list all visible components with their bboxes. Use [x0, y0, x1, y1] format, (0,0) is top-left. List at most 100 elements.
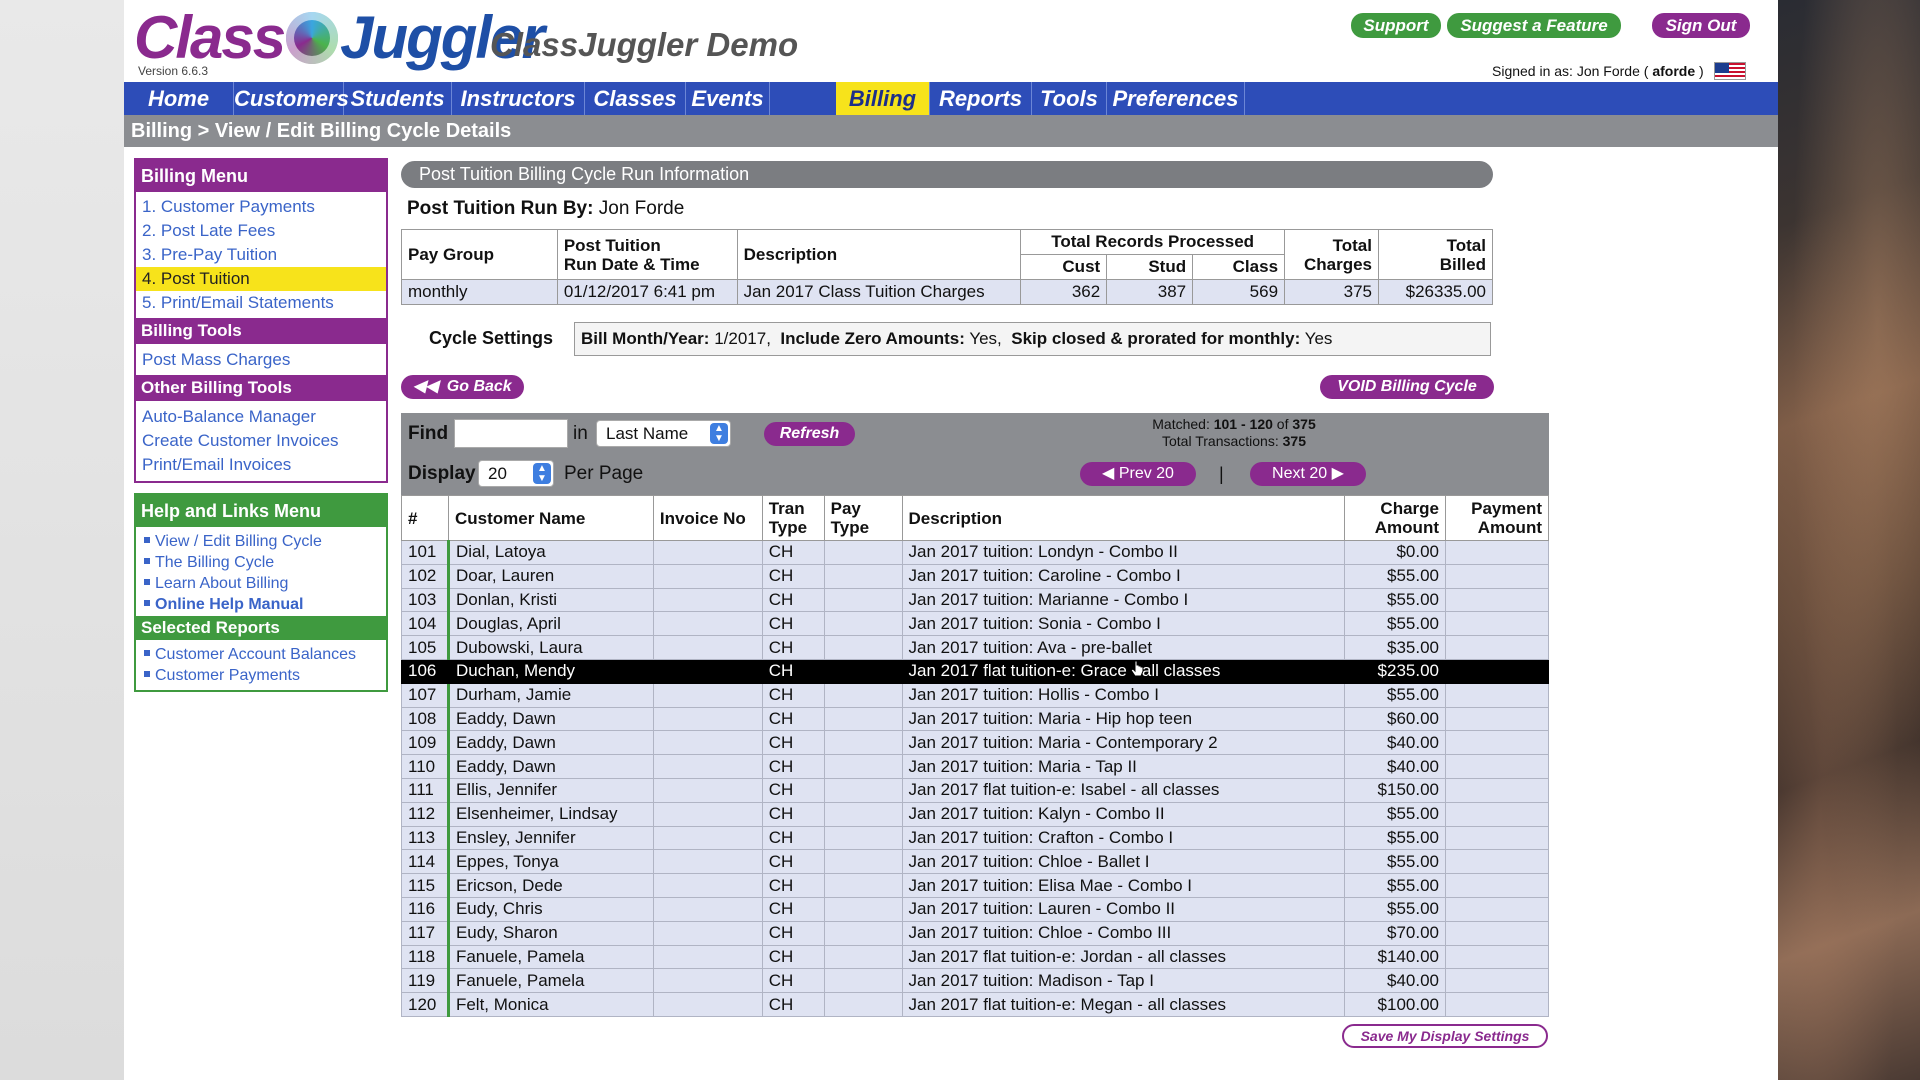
cell-customer-name: Eaddy, Dawn — [446, 730, 654, 756]
table-row[interactable]: 120 Felt, Monica CH Jan 2017 flat tuition-e… — [401, 992, 1549, 1017]
table-row[interactable]: 106 Duchan, Mendy CH Jan 2017 flat tuition-… — [401, 658, 1549, 684]
breadcrumb: Billing > View / Edit Billing Cycle Deta… — [131, 120, 512, 142]
report-link-customer-account-balances[interactable]: Customer Account Balances — [136, 644, 386, 665]
go-back-button[interactable]: ◀◀ Go Back — [401, 375, 524, 399]
table-row[interactable]: 119 Fanuele, Pamela CH Jan 2017 tuition: Ma… — [401, 968, 1549, 994]
th-invoice-no[interactable]: Invoice No — [652, 495, 763, 541]
nav-reports[interactable]: Reports — [930, 82, 1032, 115]
support-button[interactable]: Support — [1351, 13, 1441, 38]
table-row[interactable]: 102 Doar, Lauren CH Jan 2017 tuition: Carol… — [401, 563, 1549, 589]
table-row[interactable]: 107 Durham, Jamie CH Jan 2017 tuition: Holl… — [401, 682, 1549, 708]
cell-charge-amount: $60.00 — [1344, 706, 1446, 732]
cell-num: 108 — [401, 706, 449, 732]
cell-payment-amount — [1445, 658, 1549, 684]
table-row[interactable]: 101 Dial, Latoya CH Jan 2017 tuition: Londy… — [401, 540, 1549, 565]
nav-customers[interactable]: Customers — [234, 82, 349, 115]
nav-home-base[interactable]: Home Base — [124, 82, 234, 144]
th-charge-line2: Amount — [1374, 518, 1439, 537]
cell-payment-amount — [1445, 801, 1549, 827]
menu-create-customer-invoices[interactable]: Create Customer Invoices — [142, 431, 339, 450]
cell-num: 101 — [401, 540, 449, 565]
prev-page-label: Prev 20 — [1118, 465, 1174, 482]
help-link-learn-about-billing[interactable]: Learn About Billing — [136, 573, 386, 594]
help-link-billing-cycle[interactable]: The Billing Cycle — [136, 552, 386, 573]
nav-classes[interactable]: Classes — [585, 82, 686, 115]
help-link-online-help-manual[interactable]: Online Help Manual — [136, 594, 386, 615]
per-page-select[interactable]: 20 ▲ ▼ — [478, 460, 554, 487]
nav-billing[interactable]: Billing — [836, 82, 930, 115]
cell-pay-type — [823, 730, 903, 756]
th-payment-amount[interactable]: Payment Amount — [1445, 495, 1549, 541]
cell-pay-type — [823, 801, 903, 827]
us-flag-icon[interactable] — [1713, 62, 1746, 80]
nav-tools[interactable]: Tools — [1032, 82, 1107, 115]
menu-post-tuition[interactable]: 4. Post Tuition — [136, 267, 386, 291]
cell-payment-amount — [1445, 635, 1549, 660]
cell-description: Jan 2017 flat tuition-e: Jordan - all cl… — [901, 944, 1346, 970]
display-label: Display — [408, 463, 476, 484]
th-tran-line2: Type — [768, 518, 808, 537]
th-customer-name[interactable]: Customer Name — [447, 495, 654, 541]
cell-customer-name: Donlan, Kristi — [446, 587, 654, 613]
report-link-customer-payments[interactable]: Customer Payments — [136, 665, 386, 686]
menu-auto-balance-manager[interactable]: Auto-Balance Manager — [142, 407, 316, 426]
nav-instructors[interactable]: Instructors — [452, 82, 585, 115]
suggest-feature-button[interactable]: Suggest a Feature — [1447, 13, 1621, 38]
menu-customer-payments[interactable]: 1. Customer Payments — [142, 197, 315, 216]
table-row[interactable]: 109 Eaddy, Dawn CH Jan 2017 tuition: Maria … — [401, 730, 1549, 756]
table-row[interactable]: 117 Eudy, Sharon CH Jan 2017 tuition: Chloe… — [401, 920, 1549, 946]
cell-description: Jan 2017 tuition: Madison - Tap I — [901, 968, 1346, 994]
cell-num: 111 — [401, 777, 449, 803]
bullet-icon — [144, 579, 150, 585]
menu-post-late-fees[interactable]: 2. Post Late Fees — [142, 221, 276, 240]
prev-page-button[interactable]: ◀ Prev 20 — [1080, 462, 1196, 486]
table-row[interactable]: 116 Eudy, Chris CH Jan 2017 tuition: Lauren… — [401, 896, 1549, 922]
cell-pay-type — [823, 587, 903, 613]
menu-print-email-invoices[interactable]: Print/Email Invoices — [142, 455, 292, 474]
cell-description: Jan 2017 tuition: Londyn - Combo II — [901, 540, 1346, 565]
help-link-view-edit-billing-cycle[interactable]: View / Edit Billing Cycle — [136, 531, 386, 552]
table-row[interactable]: 105 Dubowski, Laura CH Jan 2017 tuition: Av… — [401, 635, 1549, 660]
table-row[interactable]: 115 Ericson, Dede CH Jan 2017 tuition: Elis… — [401, 873, 1549, 898]
table-row[interactable]: 118 Fanuele, Pamela CH Jan 2017 flat tuitio… — [401, 944, 1549, 970]
th-pay-type[interactable]: Pay Type — [823, 495, 903, 541]
menu-post-mass-charges[interactable]: Post Mass Charges — [142, 350, 291, 369]
table-row[interactable]: 114 Eppes, Tonya CH Jan 2017 tuition: Chloe… — [401, 849, 1549, 875]
total-transactions-value: 375 — [1282, 433, 1306, 449]
menu-pre-pay-tuition[interactable]: 3. Pre-Pay Tuition — [142, 245, 278, 264]
cell-tran-type: CH — [761, 801, 825, 827]
cell-charge-amount: $55.00 — [1344, 825, 1446, 851]
th-tran-type[interactable]: Tran Type — [761, 495, 825, 541]
find-input[interactable] — [454, 419, 568, 448]
sign-out-button[interactable]: Sign Out — [1652, 13, 1750, 38]
classjuggler-logo[interactable]: Class Juggler — [134, 4, 545, 72]
refresh-button[interactable]: Refresh — [764, 422, 855, 446]
cell-tran-type: CH — [761, 635, 825, 660]
help-link-label: Online Help Manual — [155, 596, 304, 613]
table-row[interactable]: 111 Ellis, Jennifer CH Jan 2017 flat tuitio… — [401, 777, 1549, 803]
cell-customer-name: Eudy, Chris — [446, 896, 654, 922]
th-description[interactable]: Description — [901, 495, 1346, 541]
help-link-label: The Billing Cycle — [155, 554, 275, 571]
nav-preferences[interactable]: Preferences — [1107, 82, 1245, 115]
menu-print-email-statements[interactable]: 5. Print/Email Statements — [142, 293, 334, 312]
void-billing-cycle-button[interactable]: VOID Billing Cycle — [1320, 375, 1494, 399]
bill-month-value: 1/2017, — [714, 329, 771, 348]
search-field-select[interactable]: Last Name ▲ ▼ — [596, 420, 731, 447]
table-row[interactable]: 112 Elsenheimer, Lindsay CH Jan 2017 tuitio… — [401, 801, 1549, 827]
next-page-button[interactable]: Next 20 ▶ — [1250, 462, 1366, 486]
table-row[interactable]: 108 Eaddy, Dawn CH Jan 2017 tuition: Maria … — [401, 706, 1549, 732]
table-row[interactable]: 103 Donlan, Kristi CH Jan 2017 tuition: Mar… — [401, 587, 1549, 613]
th-charge-amount[interactable]: Charge Amount — [1344, 495, 1446, 541]
cell-customer-name: Fanuele, Pamela — [446, 944, 654, 970]
table-row[interactable]: 113 Ensley, Jennifer CH Jan 2017 tuition: C… — [401, 825, 1549, 851]
cell-tran-type: CH — [761, 682, 825, 708]
table-row[interactable]: 110 Eaddy, Dawn CH Jan 2017 tuition: Maria … — [401, 754, 1549, 779]
other-billing-tools-items: Auto-Balance Manager Create Customer Inv… — [136, 401, 386, 481]
save-display-settings-button[interactable]: Save My Display Settings — [1342, 1024, 1548, 1048]
nav-students[interactable]: Students — [344, 82, 452, 115]
nav-events[interactable]: Events — [686, 82, 770, 115]
cycle-settings-box: Bill Month/Year: 1/2017, Include Zero Am… — [574, 322, 1491, 356]
table-row[interactable]: 104 Douglas, April CH Jan 2017 tuition: Son… — [401, 611, 1549, 637]
th-cust: Cust — [1020, 254, 1108, 280]
